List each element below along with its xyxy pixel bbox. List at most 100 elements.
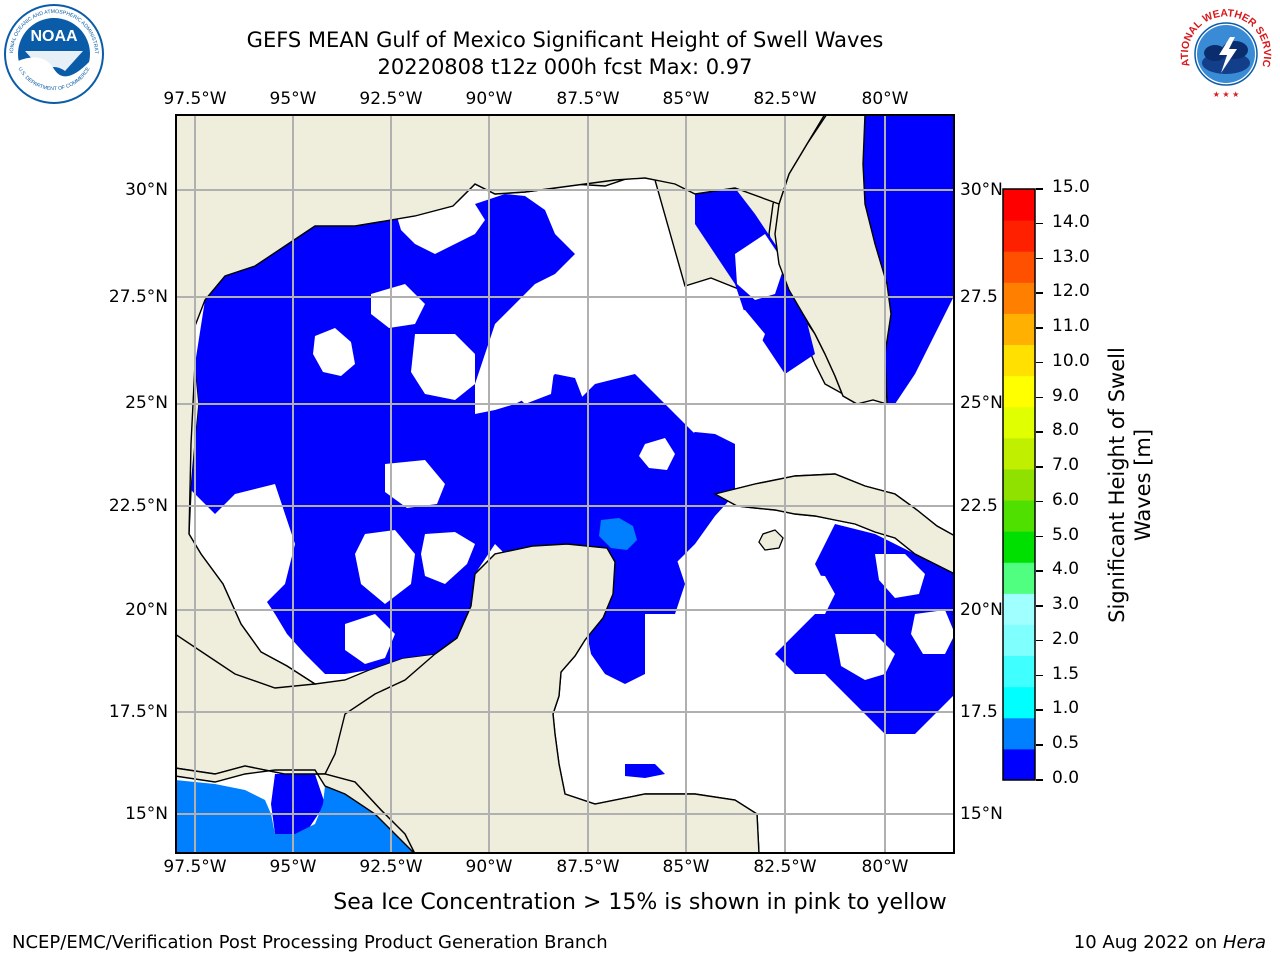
colorbar-tick-mark xyxy=(1036,222,1043,225)
colorbar-tick-label: 7.0 xyxy=(1052,455,1080,476)
colorbar-segment xyxy=(1003,655,1035,688)
nws-logo: NATIONAL WEATHER SERVICE ★ ★ ★ xyxy=(1175,3,1275,103)
colorbar-segment xyxy=(1003,717,1035,750)
noaa-logo-text: NOAA xyxy=(30,28,78,45)
colorbar xyxy=(1002,188,1036,781)
lon-tick-top: 92.5°W xyxy=(359,89,423,109)
colorbar-tick-mark xyxy=(1036,327,1043,329)
colorbar-tick-mark xyxy=(1036,188,1043,190)
lat-tick-left: 15°N xyxy=(125,804,168,824)
lon-tick-bottom: 90°W xyxy=(465,857,513,877)
footer-date: 10 Aug 2022 on xyxy=(1073,932,1223,953)
land-yucatan xyxy=(323,543,760,854)
no-data-patches xyxy=(215,200,955,680)
lat-tick-right: 22.5 xyxy=(960,496,998,516)
lat-tick-left: 25°N xyxy=(125,393,168,413)
lon-tick-bottom: 97.5°W xyxy=(163,857,227,877)
colorbar-segment xyxy=(1003,344,1035,377)
colorbar-segment xyxy=(1003,406,1035,439)
lat-tick-left: 20°N xyxy=(125,600,168,620)
colorbar-segment xyxy=(1003,468,1035,501)
colorbar-tick-label: 14.0 xyxy=(1052,211,1090,232)
chart-title-line2: 20220808 t12z 000h fcst Max: 0.97 xyxy=(377,55,753,79)
lon-tick-bottom: 92.5°W xyxy=(359,857,423,877)
colorbar-tick-label: 3.0 xyxy=(1052,594,1080,615)
svg-text:★ ★ ★: ★ ★ ★ xyxy=(1213,90,1240,99)
colorbar-tick-label: 6.0 xyxy=(1052,489,1080,510)
swell-0.5-1.0 xyxy=(175,518,637,854)
map-frame xyxy=(175,114,955,854)
lat-tick-right: 27.5 xyxy=(960,287,998,307)
colorbar-tick-label: 12.0 xyxy=(1052,281,1090,302)
lat-tick-left: 30°N xyxy=(125,180,168,200)
colorbar-tick-label: 0.5 xyxy=(1052,733,1080,754)
lon-tick-bottom: 85°W xyxy=(662,857,710,877)
colorbar-tick-mark xyxy=(1036,779,1043,781)
colorbar-tick-mark xyxy=(1036,605,1043,607)
colorbar-segment xyxy=(1003,282,1035,314)
colorbar-tick-mark xyxy=(1036,639,1043,642)
colorbar-tick-mark xyxy=(1036,431,1043,433)
colorbar-tick-label: 15.0 xyxy=(1052,177,1090,197)
colorbar-segment xyxy=(1003,220,1035,252)
colorbar-tick-mark xyxy=(1036,570,1043,572)
land-mexico-south xyxy=(175,765,416,854)
map-panel xyxy=(175,114,955,854)
lon-tick-bottom: 80°W xyxy=(861,857,909,877)
lat-tick-right: 25°N xyxy=(960,393,1003,413)
colorbar-segment xyxy=(1003,748,1035,781)
colorbar-tick-mark xyxy=(1036,709,1043,711)
colorbar-tick-label: 5.0 xyxy=(1052,524,1080,545)
colorbar-tick-mark xyxy=(1036,292,1043,294)
colorbar-tick-mark xyxy=(1036,744,1043,746)
lon-tick-top: 97.5°W xyxy=(163,89,227,109)
colorbar-segment xyxy=(1003,624,1035,657)
lat-tick-right: 30°N xyxy=(960,180,1003,200)
colorbar-tick-mark xyxy=(1036,396,1043,399)
lon-tick-top: 80°W xyxy=(861,89,909,109)
lat-tick-right: 17.5 xyxy=(960,702,998,722)
colorbar-tick-mark xyxy=(1036,674,1043,677)
colorbar-tick-mark xyxy=(1036,257,1043,260)
colorbar-segment xyxy=(1003,313,1035,346)
chart-title-line1: GEFS MEAN Gulf of Mexico Significant Hei… xyxy=(246,28,884,52)
colorbar-tick-label: 9.0 xyxy=(1052,385,1080,406)
footer-host: Hera xyxy=(1222,932,1266,953)
colorbar-tick-label: 1.0 xyxy=(1052,698,1080,719)
colorbar-segment xyxy=(1003,593,1035,625)
colorbar-segment xyxy=(1003,189,1035,221)
footer-left: NCEP/EMC/Verification Post Processing Pr… xyxy=(12,932,608,953)
colorbar-segment xyxy=(1003,437,1035,470)
lon-tick-bottom: 87.5°W xyxy=(556,857,620,877)
colorbar-title: Significant Height of Swell Waves [m] xyxy=(1104,295,1156,675)
lon-tick-top: 82.5°W xyxy=(753,89,817,109)
colorbar-segment xyxy=(1003,686,1035,719)
colorbar-tick-mark xyxy=(1036,535,1043,538)
lat-tick-left: 22.5°N xyxy=(108,496,168,516)
lon-tick-top: 85°W xyxy=(662,89,710,109)
colorbar-tick-label: 1.5 xyxy=(1052,663,1080,684)
colorbar-tick-label: 4.0 xyxy=(1052,559,1080,580)
lat-tick-left: 17.5°N xyxy=(108,702,168,722)
colorbar-segment xyxy=(1003,500,1035,532)
graticule xyxy=(175,114,955,854)
colorbar-tick-mark xyxy=(1036,500,1043,503)
lat-tick-right: 20°N xyxy=(960,600,1003,620)
colorbar-tick-label: 0.0 xyxy=(1052,768,1080,788)
lon-tick-bottom: 82.5°W xyxy=(753,857,817,877)
colorbar-segment xyxy=(1003,562,1035,594)
colorbar-tick-mark xyxy=(1036,466,1043,468)
footer-right: 10 Aug 2022 on Hera xyxy=(1074,932,1266,953)
lat-tick-right: 15°N xyxy=(960,804,1003,824)
lat-tick-left: 27.5°N xyxy=(108,287,168,307)
sea-ice-note: Sea Ice Concentration > 15% is shown in … xyxy=(0,890,1280,915)
colorbar-title-line2: Waves [m] xyxy=(1131,428,1155,542)
noaa-logo: NOAA NATIONAL OCEANIC AND ATMOSPHERIC AD… xyxy=(3,3,104,104)
sea-ice-note-text: Sea Ice Concentration > 15% is shown in … xyxy=(333,890,947,915)
colorbar-segment xyxy=(1003,251,1035,283)
lon-tick-top: 90°W xyxy=(465,89,513,109)
colorbar-title-line1: Significant Height of Swell xyxy=(1105,347,1129,623)
colorbar-tick-label: 8.0 xyxy=(1052,420,1080,441)
colorbar-tick-label: 11.0 xyxy=(1052,316,1090,337)
colorbar-tick-mark xyxy=(1036,361,1043,364)
